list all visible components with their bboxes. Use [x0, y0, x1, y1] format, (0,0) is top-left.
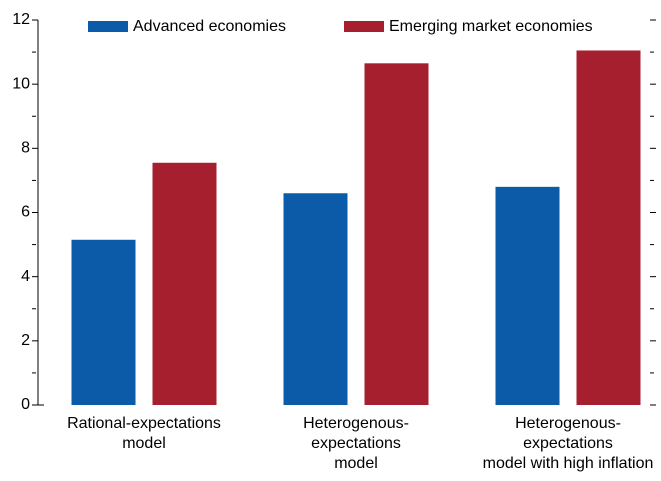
legend-swatch — [344, 21, 384, 32]
bar — [495, 186, 560, 405]
legend-label: Advanced economies — [133, 18, 286, 35]
legend-label: Emerging market economies — [389, 18, 593, 35]
x-tick-label: model — [334, 455, 378, 472]
y-tick-label: 12 — [12, 11, 30, 28]
y-tick-label: 10 — [12, 75, 30, 92]
x-tick-label: Heterogenous- — [303, 415, 409, 432]
x-tick-label: expectations — [311, 435, 401, 452]
bar — [364, 63, 429, 405]
y-tick-label: 0 — [21, 396, 30, 413]
bar — [71, 239, 136, 405]
y-tick-label: 2 — [21, 332, 30, 349]
y-tick-label: 4 — [21, 268, 30, 285]
x-tick-label: Heterogenous- — [515, 415, 621, 432]
x-tick-label: Rational-expectations — [67, 415, 221, 432]
x-tick-label: model — [122, 435, 166, 452]
bar — [576, 50, 641, 406]
bar — [283, 193, 348, 405]
x-tick-label: expectations — [523, 435, 613, 452]
x-tick-label: model with high inflation — [483, 455, 654, 472]
legend-swatch — [88, 21, 128, 32]
y-tick-label: 6 — [21, 204, 30, 221]
bar — [152, 162, 217, 405]
y-tick-label: 8 — [21, 140, 30, 157]
